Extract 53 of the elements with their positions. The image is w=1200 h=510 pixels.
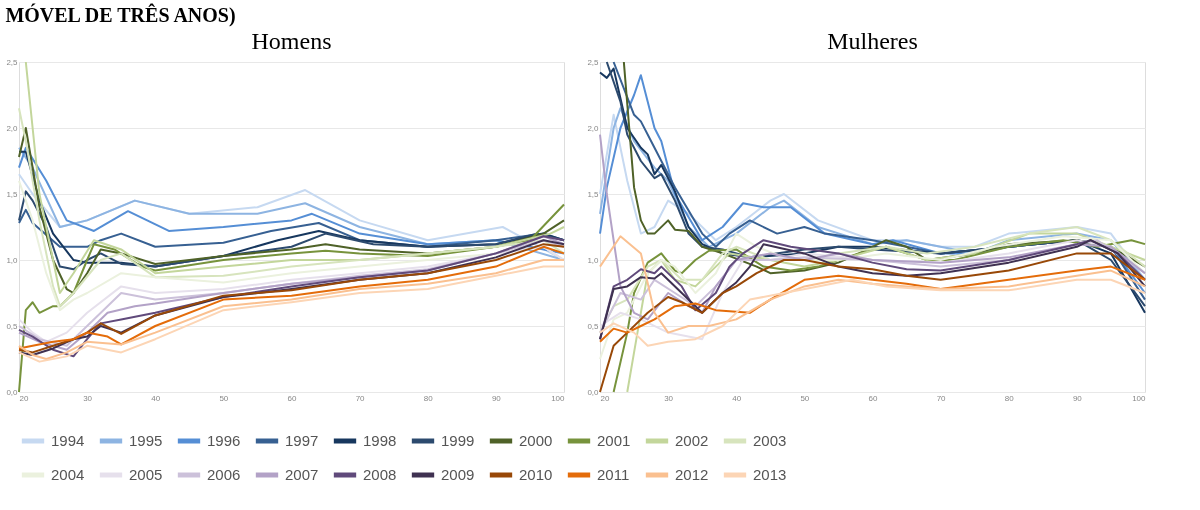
legend-label: 1996	[207, 432, 241, 449]
y-tick-label: 2,5	[587, 57, 600, 67]
y-tick-label: 1,5	[587, 189, 600, 199]
chart-title: Homens	[251, 28, 332, 54]
x-tick-label: 90	[1072, 393, 1083, 403]
chart-title: Mulheres	[827, 28, 918, 54]
legend-label: 2003	[753, 432, 787, 449]
legend-label: 2005	[129, 466, 163, 483]
legend-label: 2010	[519, 466, 553, 483]
legend-label: 1997	[285, 432, 319, 449]
x-tick-label: 70	[355, 393, 366, 403]
x-tick-label: 40	[732, 393, 742, 403]
y-tick-label: 2,0	[587, 123, 600, 133]
y-tick-label: 0,5	[6, 321, 19, 331]
x-tick-label: 100	[551, 393, 566, 403]
legend-label: 1999	[441, 432, 475, 449]
x-tick-label: 60	[287, 393, 297, 403]
text: MÓVEL DE TRÊS ANOS)	[5, 2, 236, 27]
x-tick-label: 40	[151, 393, 161, 403]
legend-label: 2008	[363, 466, 397, 483]
x-tick-label: 70	[936, 393, 947, 403]
legend-label: 2013	[753, 466, 787, 483]
legend-label: 2001	[597, 432, 631, 449]
legend-label: 2006	[207, 466, 241, 483]
x-tick-label: 60	[868, 393, 878, 403]
legend-label: 2004	[51, 466, 85, 483]
x-tick-label: 30	[83, 393, 93, 403]
legend-label: 1998	[363, 432, 397, 449]
legend-label: 1994	[51, 432, 85, 449]
legend-label: 2000	[519, 432, 553, 449]
y-tick-label: 0,0	[6, 387, 19, 397]
x-tick-label: 100	[1132, 393, 1147, 403]
y-tick-label: 1,5	[6, 189, 19, 199]
legend-label: 2009	[441, 466, 475, 483]
legend-label: 1995	[129, 432, 163, 449]
y-tick-label: 1,0	[6, 255, 19, 265]
x-tick-label: 90	[491, 393, 502, 403]
legend-label: 2011	[597, 466, 630, 483]
y-tick-label: 1,0	[587, 255, 600, 265]
x-tick-label: 50	[219, 393, 229, 403]
x-tick-label: 30	[664, 393, 674, 403]
y-tick-label: 0,5	[587, 321, 600, 331]
y-tick-label: 2,5	[6, 57, 19, 67]
x-tick-label: 80	[423, 393, 434, 403]
x-tick-label: 80	[1004, 393, 1015, 403]
x-tick-label: 20	[19, 393, 29, 403]
x-tick-label: 50	[800, 393, 810, 403]
x-tick-label: 20	[600, 393, 610, 403]
legend-label: 2012	[675, 466, 709, 483]
y-tick-label: 2,0	[6, 123, 19, 133]
legend-label: 2002	[675, 432, 709, 449]
legend-label: 2007	[285, 466, 319, 483]
y-tick-label: 0,0	[587, 387, 600, 397]
